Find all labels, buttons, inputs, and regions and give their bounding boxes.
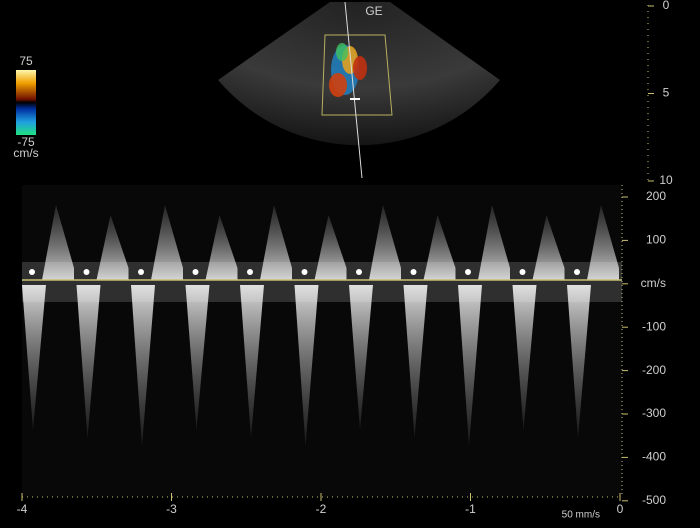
reverse-flow	[294, 285, 319, 446]
valve-click	[465, 269, 471, 275]
sweep-speed: 50 mm/s	[562, 510, 600, 521]
valve-click	[83, 269, 90, 275]
valve-click	[574, 269, 580, 275]
depth-tick-label: 10	[659, 173, 673, 187]
reverse-flow	[131, 285, 155, 446]
color-unit: cm/s	[13, 146, 38, 160]
color-box	[321, 34, 393, 116]
valve-click	[192, 269, 199, 275]
velocity-tick-label: cm/s	[641, 276, 666, 290]
time-tick-label: -1	[465, 502, 476, 516]
forward-flow	[96, 215, 129, 280]
forward-flow	[205, 215, 238, 280]
time-tick-label: -4	[17, 502, 28, 516]
forward-flow	[587, 205, 619, 280]
reverse-flow	[349, 285, 373, 430]
valve-click	[301, 269, 308, 275]
cursor-line	[344, 1, 363, 179]
velocity-tick-label: -400	[642, 450, 666, 464]
reverse-flow	[567, 285, 591, 438]
spectral-trace	[22, 205, 622, 446]
reverse-flow	[403, 285, 428, 438]
velocity-tick-label: 100	[646, 233, 666, 247]
forward-flow	[532, 215, 565, 280]
velocity-tick-label: -300	[642, 406, 666, 420]
velocity-tick-label: -200	[642, 363, 666, 377]
velocity-tick-label: -100	[642, 319, 666, 333]
reverse-flow	[76, 285, 101, 438]
forward-flow	[260, 205, 292, 280]
color-max: 75	[19, 54, 33, 68]
velocity-tick-label: 200	[646, 189, 666, 203]
depth-tick-label: 0	[663, 0, 670, 12]
color-min: -75	[17, 135, 35, 149]
forward-flow	[478, 205, 510, 280]
forward-flow	[42, 205, 74, 280]
time-tick-label: 0	[617, 502, 624, 516]
color-flow	[329, 43, 367, 97]
time-tick-label: -2	[316, 502, 327, 516]
valve-click	[29, 269, 35, 275]
valve-click	[410, 269, 417, 275]
valve-click	[138, 269, 144, 275]
valve-click	[356, 269, 362, 275]
forward-flow	[423, 215, 456, 280]
time-tick-label: -3	[166, 502, 177, 516]
forward-flow	[369, 205, 401, 280]
forward-flow	[151, 205, 183, 280]
depth-tick-label: 5	[663, 86, 670, 100]
velocity-tick-label: -500	[642, 493, 666, 507]
color-bar	[16, 70, 36, 135]
valve-click	[247, 269, 253, 275]
reverse-flow	[512, 285, 537, 430]
reverse-flow	[240, 285, 264, 438]
reverse-flow	[22, 285, 46, 430]
reverse-flow	[185, 285, 210, 430]
vendor-label: GE	[365, 4, 382, 18]
forward-flow	[314, 215, 347, 280]
valve-click	[519, 269, 526, 275]
reverse-flow	[458, 285, 482, 446]
